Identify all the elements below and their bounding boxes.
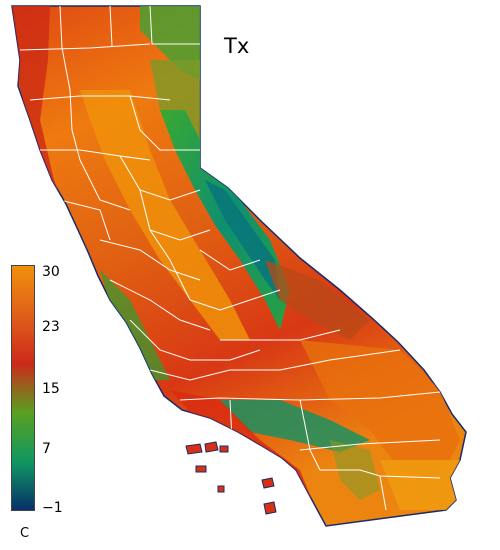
map-title: Tx xyxy=(224,34,249,58)
colorbar-tick-label: 15 xyxy=(42,382,60,396)
colorbar-tick-label: 23 xyxy=(42,320,60,334)
colorbar-tick-label: 30 xyxy=(42,265,60,279)
colorbar-unit-label: C xyxy=(20,526,29,541)
colorbar-tick-label: −1 xyxy=(42,501,63,515)
channel-islands xyxy=(186,442,276,514)
colorbar-tick-label: 7 xyxy=(42,442,51,456)
colorbar xyxy=(11,265,35,511)
